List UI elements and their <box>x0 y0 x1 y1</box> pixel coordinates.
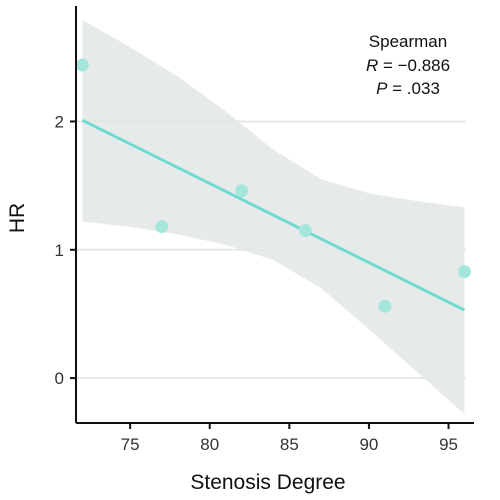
x-axis-title: Stenosis Degree <box>190 471 345 494</box>
x-tick-label: 75 <box>121 435 140 454</box>
data-point <box>75 58 89 72</box>
fit-line <box>81 118 466 312</box>
x-tick-label: 80 <box>200 435 219 454</box>
data-point <box>378 299 392 313</box>
data-point <box>457 265 471 279</box>
points-layer <box>75 58 471 313</box>
y-tick-label: 1 <box>55 241 64 260</box>
stats-annotation: Spearman R = −0.886 P = .033 <box>366 32 450 98</box>
annotation-p: P = .033 <box>376 79 440 98</box>
confidence-band <box>82 20 465 414</box>
x-tick-label: 95 <box>439 435 458 454</box>
data-point <box>235 184 249 198</box>
annotation-method: Spearman <box>369 32 447 51</box>
data-point <box>155 220 169 234</box>
x-tick-label: 85 <box>280 435 299 454</box>
y-tick-label: 0 <box>55 369 64 388</box>
y-tick-label: 2 <box>55 112 64 131</box>
x-tick-label: 90 <box>359 435 378 454</box>
y-ticks: 0 1 2 <box>55 112 76 388</box>
y-axis-title: HR <box>6 203 29 233</box>
data-point <box>298 224 312 238</box>
x-ticks: 75 80 85 90 95 <box>121 423 458 454</box>
annotation-r: R = −0.886 <box>366 56 450 75</box>
